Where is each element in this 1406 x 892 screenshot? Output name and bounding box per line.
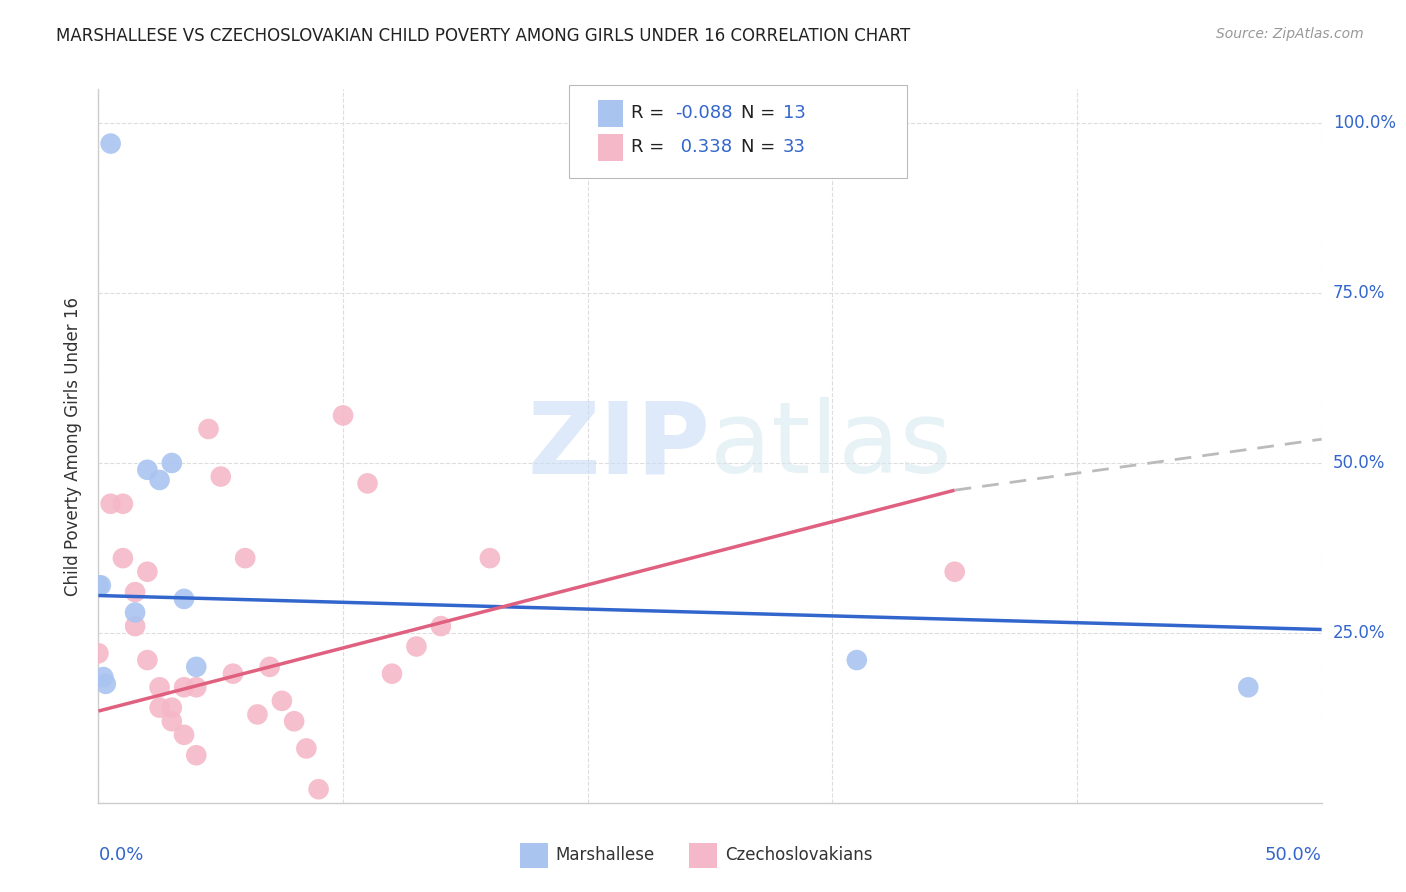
Text: atlas: atlas [710,398,952,494]
Point [100,136,122,151]
Point [91,670,114,684]
Point [87,646,110,660]
Point [308,782,330,797]
Point [381,666,404,681]
Point [173,591,195,606]
Point [233,551,256,566]
Point [246,707,269,722]
Point [124,585,146,599]
Point [186,748,208,763]
Text: 50.0%: 50.0% [1333,454,1385,472]
Point [478,551,501,566]
Text: Czechoslovakians: Czechoslovakians [725,846,873,863]
Point [160,714,183,729]
Point [259,660,281,674]
Text: 100.0%: 100.0% [1333,114,1396,132]
Point [186,660,208,674]
Point [136,653,159,667]
Point [430,619,453,633]
Point [160,700,183,714]
Text: ZIP: ZIP [527,398,710,494]
Text: 33: 33 [783,138,806,156]
Point [332,409,354,423]
Text: N =: N = [741,138,780,156]
Point [209,469,232,483]
Point [943,565,966,579]
Text: -0.088: -0.088 [675,104,733,122]
Point [100,497,122,511]
Point [295,741,318,756]
Point [173,680,195,694]
Point [87,578,110,592]
Text: N =: N = [741,104,780,122]
Point [197,422,219,436]
Point [222,666,245,681]
Point [111,497,134,511]
Text: 25.0%: 25.0% [1333,624,1385,642]
Point [845,653,868,667]
Point [283,714,305,729]
Text: R =: R = [631,104,671,122]
Point [149,700,172,714]
Text: Marshallese: Marshallese [555,846,655,863]
Point [186,680,208,694]
Text: 75.0%: 75.0% [1333,284,1385,302]
Point [149,473,172,487]
Text: 0.0%: 0.0% [98,846,143,863]
Point [1237,680,1260,694]
Point [160,456,183,470]
Text: 13: 13 [783,104,806,122]
Point [136,565,159,579]
Point [111,551,134,566]
Text: MARSHALLESE VS CZECHOSLOVAKIAN CHILD POVERTY AMONG GIRLS UNDER 16 CORRELATION CH: MARSHALLESE VS CZECHOSLOVAKIAN CHILD POV… [56,27,911,45]
Point [124,606,146,620]
Point [94,677,117,691]
Point [356,476,378,491]
Point [173,728,195,742]
Point [270,694,294,708]
Point [136,463,159,477]
Text: 0.338: 0.338 [675,138,733,156]
Text: 50.0%: 50.0% [1265,846,1322,863]
Y-axis label: Child Poverty Among Girls Under 16: Child Poverty Among Girls Under 16 [65,296,83,596]
Point [124,619,146,633]
Point [405,640,427,654]
Point [149,680,172,694]
Text: Source: ZipAtlas.com: Source: ZipAtlas.com [1216,27,1364,41]
Point [90,578,112,592]
Text: R =: R = [631,138,671,156]
